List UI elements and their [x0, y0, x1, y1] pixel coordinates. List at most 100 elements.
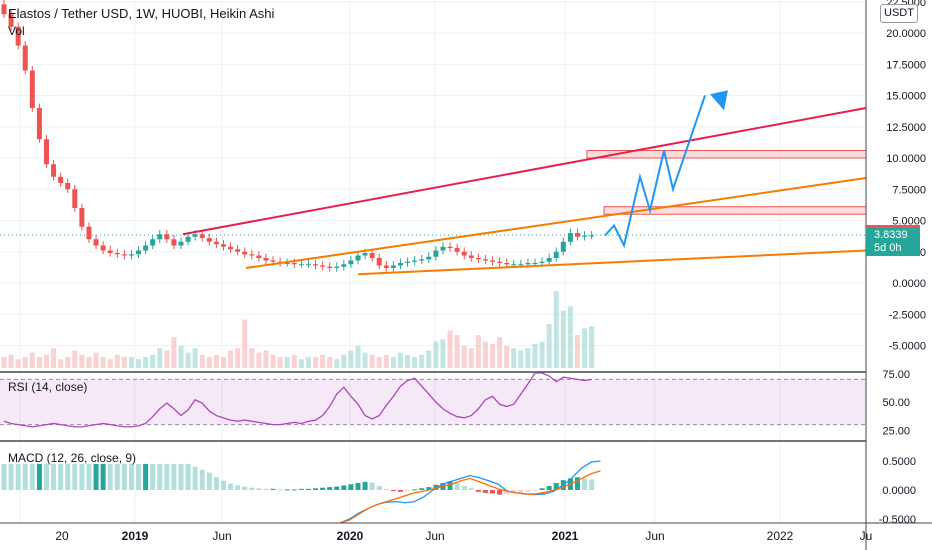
volume-bar — [397, 352, 403, 368]
macd-tick-label: -0.5000 — [879, 514, 916, 526]
candle-body — [490, 260, 496, 262]
time-tick-label: 2019 — [122, 529, 149, 543]
projection-path — [604, 95, 706, 249]
rsi-line — [3, 372, 592, 428]
macd-histogram-bar — [206, 472, 212, 490]
candle-body — [8, 14, 14, 27]
chart-grid — [0, 0, 932, 523]
price-tick-label: 0.0000 — [892, 278, 926, 290]
rsi-label: RSI (14, close) — [8, 380, 88, 394]
macd-histogram-bar — [405, 490, 411, 492]
volume-bar — [313, 357, 319, 368]
candle-body — [397, 263, 403, 266]
price-tick-label: 17.5000 — [886, 59, 926, 71]
volume-bar — [192, 348, 198, 368]
rsi-pane — [0, 372, 866, 428]
volume-bar — [284, 357, 290, 368]
volume-bar — [376, 357, 382, 368]
volume-bar — [121, 357, 127, 368]
macd-histogram-bar — [525, 490, 531, 492]
candle-body — [249, 254, 255, 256]
volume-bar — [461, 346, 467, 368]
volume-bar — [263, 350, 269, 368]
macd-histogram-bar — [22, 463, 28, 490]
macd-histogram-bar — [482, 490, 488, 493]
macd-histogram-bar — [65, 463, 71, 490]
candle-body — [121, 254, 127, 256]
volume-bar — [298, 359, 304, 368]
macd-histogram-bar — [79, 463, 85, 490]
volume-bar — [454, 335, 460, 368]
volume-bar — [539, 341, 545, 368]
volume-bar — [334, 359, 340, 368]
macd-histogram-bar — [51, 463, 57, 490]
last-price-value: 3.8339 — [874, 229, 908, 241]
currency-unit-button[interactable]: USDT — [880, 4, 918, 23]
candle-body — [136, 250, 142, 255]
macd-histogram-bar — [72, 463, 78, 490]
candle-body — [164, 234, 170, 240]
candle-body — [206, 238, 212, 242]
volume-bar — [143, 357, 149, 368]
time-tick-label: Jun — [212, 529, 231, 543]
macd-histogram-bar — [553, 483, 559, 490]
price-axis[interactable]: 22.500020.000017.500015.000012.500010.00… — [865, 0, 932, 550]
macd-histogram-bar — [504, 490, 510, 495]
volume-bar — [574, 335, 580, 368]
candle-body — [199, 234, 205, 238]
volume-bar — [164, 350, 170, 368]
candle-body — [93, 239, 99, 246]
candle-body — [546, 258, 552, 262]
macd-histogram-bar — [341, 485, 347, 490]
macd-signal-line — [339, 470, 601, 524]
candle-body — [426, 256, 432, 260]
macd-histogram-bar — [490, 490, 496, 494]
volume-bar — [171, 337, 177, 368]
volume-bar — [22, 357, 28, 368]
volume-bar — [567, 306, 573, 368]
macd-histogram-bar — [426, 487, 432, 490]
macd-histogram-bar — [284, 489, 290, 491]
volume-bar — [511, 348, 517, 368]
trend-lines[interactable] — [182, 90, 867, 276]
price-tick-label: -2.5000 — [889, 309, 926, 321]
time-axis[interactable]: 20 2019 Jun 2020 Jun 2021 Jun 2022 Ju — [0, 522, 932, 543]
macd-histogram-bar — [412, 489, 418, 491]
candle-body — [58, 176, 64, 183]
volume-bar — [29, 352, 35, 368]
macd-histogram-bar — [582, 478, 588, 490]
volume-bar — [518, 350, 524, 368]
candle-body — [43, 139, 49, 165]
time-tick-label: Jun — [645, 529, 664, 543]
price-tick-label: 7.5000 — [892, 184, 926, 196]
volume-bar — [482, 341, 488, 368]
candle-body — [511, 264, 517, 266]
macd-histogram-bar — [107, 463, 113, 490]
macd-histogram-bar — [305, 488, 311, 490]
volume-bar — [79, 354, 85, 368]
volume-bar — [199, 354, 205, 368]
price-tick-label: 20.0000 — [886, 28, 926, 40]
macd-histogram-bar — [433, 484, 439, 490]
volume-bar — [185, 352, 191, 368]
volume-bar — [348, 350, 354, 368]
macd-histogram-bar — [171, 463, 177, 490]
candle-body — [376, 258, 382, 266]
macd-histogram-bar — [376, 485, 382, 490]
macd-histogram-bar — [143, 463, 149, 490]
macd-histogram-bar — [497, 490, 503, 495]
volume-bar — [355, 346, 361, 368]
macd-pane — [1, 460, 601, 524]
volume-bar — [43, 354, 49, 368]
rsi-band — [0, 379, 866, 425]
candle-body — [86, 226, 92, 240]
volume-bar — [553, 291, 559, 368]
candle-body — [433, 250, 439, 257]
drawing-overlays[interactable] — [0, 150, 867, 236]
volume-bar — [72, 350, 78, 368]
candle-body — [475, 258, 481, 260]
volume-bar — [228, 350, 234, 368]
macd-histogram-bar — [114, 463, 120, 490]
macd-histogram-bar — [29, 463, 35, 490]
